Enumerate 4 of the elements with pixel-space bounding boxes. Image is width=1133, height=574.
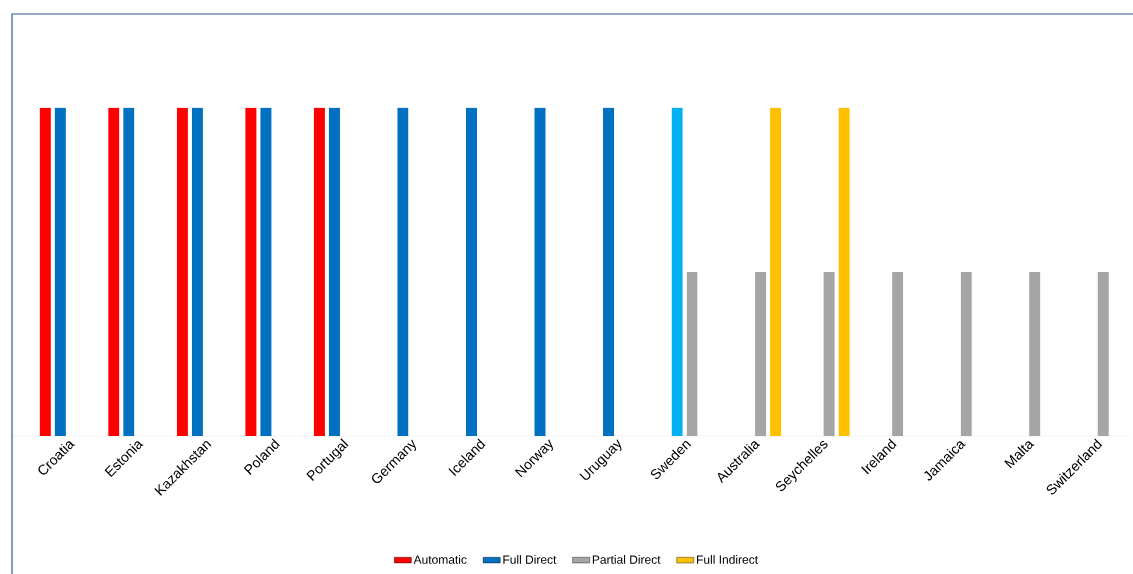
legend-label: Partial Direct [592, 555, 661, 564]
legend-label: Full Direct [503, 555, 557, 564]
legend-label: Full Indirect [697, 555, 758, 564]
legend-label: Automatic [413, 555, 467, 564]
